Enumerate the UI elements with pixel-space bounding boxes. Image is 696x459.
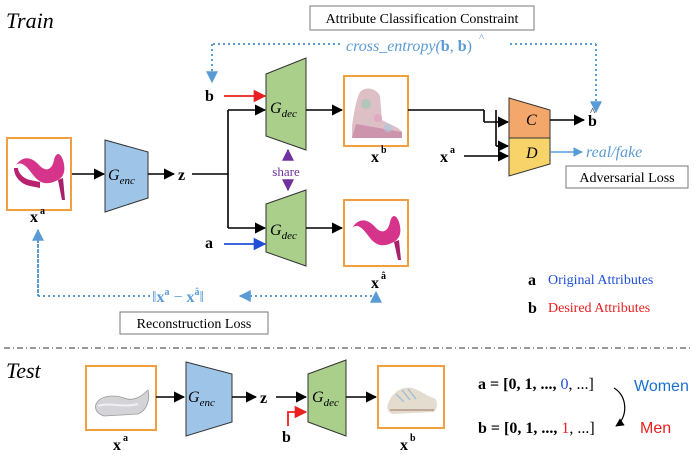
ce-post: ) (467, 38, 472, 55)
encoder-block (104, 139, 149, 213)
ce-bhat-hat: ^ (479, 32, 485, 44)
ce-pre: cross_entropy( (346, 38, 442, 55)
decoder-bottom-block (265, 189, 307, 267)
test-x-b-sup: b (410, 433, 416, 444)
adversarial-loss-label: Adversarial Loss (579, 171, 674, 186)
test-x-a-sup: a (123, 433, 128, 444)
encoder-label: Genc (108, 167, 135, 187)
legend-b-text: Desired Attributes (548, 301, 650, 316)
arrows-to-classifier-and-discriminator (408, 109, 510, 162)
reconstruction-loss-box (119, 311, 269, 335)
test-section-title: Test (6, 358, 42, 383)
cross-entropy-dotted-link (206, 43, 602, 114)
decoder-bottom-label: Gdec (270, 222, 297, 242)
legend-b-symbol: b (528, 300, 537, 317)
x-a-disc-label: x (440, 149, 448, 166)
ce-b: b (441, 38, 450, 55)
share-label: share (272, 164, 300, 179)
test-women-label: Women (634, 378, 689, 395)
attribute-classification-constraint-box (309, 5, 535, 31)
reconstruction-loss-label: Reconstruction Loss (137, 317, 252, 332)
input-image-pink-heel (6, 137, 72, 211)
x-a-disc-sup: a (450, 145, 455, 156)
test-a-equation: a = [0, 1, ..., 0, ...] (478, 376, 594, 393)
test-encoder-block (185, 361, 233, 437)
attribute-classification-constraint-label: Attribute Classification Constraint (326, 12, 519, 27)
adversarial-loss-box (565, 165, 689, 189)
ce-bhat: b (458, 38, 467, 55)
bhat-label: b (588, 113, 597, 130)
test-b-equation: b = [0, 1, ..., 1, ...] (478, 420, 595, 437)
z-split-lines (192, 104, 267, 234)
test-z-label: z (260, 390, 267, 407)
legend-a-symbol: a (528, 272, 536, 289)
x-ahat-label: x (371, 275, 379, 292)
reconstructed-image-pink-heel (343, 199, 409, 267)
ce-comma: , (450, 38, 458, 55)
legend-a-text: Original Attributes (548, 273, 653, 288)
cross-entropy-formula: cross_entropy(b, b) (346, 38, 472, 55)
a-input-label: a (205, 235, 213, 252)
discriminator-label: D (525, 145, 538, 162)
test-decoder-block (307, 359, 347, 437)
x-b-sup: b (381, 145, 387, 156)
reconstruction-dotted-link (32, 228, 382, 303)
decoder-top-block (265, 57, 307, 151)
z-label: z (178, 167, 185, 184)
test-encoder-label: Genc (188, 389, 215, 409)
discriminator-block (508, 137, 551, 177)
test-x-b-label: x (400, 437, 408, 454)
generated-image-boot (343, 75, 409, 147)
x-a-sup: a (40, 206, 45, 217)
test-input-image-silver-flat (85, 365, 157, 431)
x-b-label: x (371, 149, 379, 166)
train-section-title: Train (6, 8, 54, 33)
test-b-label: b (282, 429, 291, 446)
bhat-hat: ^ (590, 106, 596, 118)
decoder-top-label: Gdec (270, 100, 297, 120)
x-a-label: x (30, 209, 38, 226)
reconstruction-formula: ‖xa − xâ‖ (152, 287, 204, 306)
test-decoder-label: Gdec (312, 389, 339, 409)
test-output-image-sneaker (377, 365, 445, 429)
x-ahat-sup: â (381, 271, 386, 282)
test-men-label: Men (640, 420, 671, 437)
test-x-a-label: x (113, 437, 121, 454)
classifier-label: C (526, 112, 537, 129)
test-transition-curve-arrow (613, 387, 626, 427)
test-b-arrow (287, 405, 308, 426)
b-input-label: b (205, 88, 214, 105)
real-fake-label: real/fake (586, 144, 642, 161)
